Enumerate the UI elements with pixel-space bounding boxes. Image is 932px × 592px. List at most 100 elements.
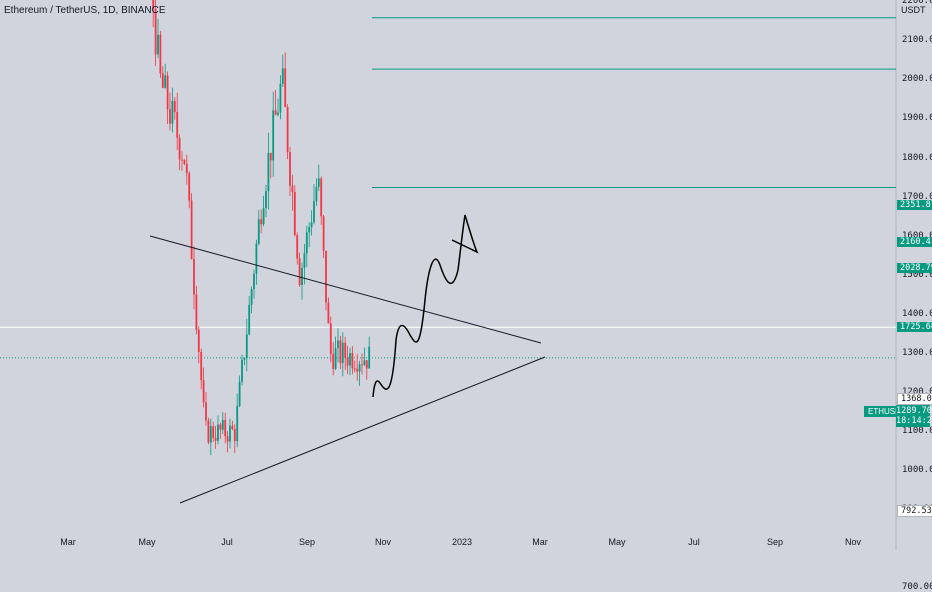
candle-body bbox=[173, 100, 176, 113]
price-axis-label: 1100.00 bbox=[902, 425, 932, 436]
lower-trendline bbox=[179, 356, 546, 504]
candle-body bbox=[269, 152, 272, 161]
candle-body bbox=[293, 191, 296, 236]
time-axis-label: May bbox=[138, 537, 156, 547]
candle-body bbox=[351, 353, 354, 369]
candle-body bbox=[226, 436, 229, 442]
candle-body bbox=[315, 186, 318, 202]
time-axis-label: Sep bbox=[766, 537, 784, 547]
price-axis-label: 1900.00 bbox=[902, 113, 932, 124]
price-axis-label: 1200.00 bbox=[902, 386, 932, 397]
candle-body bbox=[219, 424, 222, 430]
candle-body bbox=[365, 360, 368, 369]
candle-body bbox=[298, 258, 301, 286]
candle-body bbox=[317, 178, 320, 187]
chart-title[interactable]: Ethereum / TetherUS, 1D, BINANCE bbox=[4, 5, 166, 16]
candle-body bbox=[190, 200, 193, 259]
candle-body bbox=[322, 216, 325, 251]
candle-body bbox=[231, 425, 234, 430]
candle-body bbox=[284, 68, 287, 107]
candle-body bbox=[262, 208, 265, 225]
candle-body bbox=[229, 425, 231, 442]
candle-body bbox=[207, 420, 210, 443]
candle-body bbox=[205, 402, 207, 421]
candle-body bbox=[341, 342, 344, 364]
candle-body bbox=[236, 406, 239, 442]
candle-body bbox=[346, 357, 349, 366]
candle-body bbox=[245, 334, 248, 359]
candle-body bbox=[313, 201, 315, 223]
candle-body bbox=[337, 340, 339, 349]
time-axis-label: Nov bbox=[844, 537, 862, 547]
candle-body bbox=[171, 100, 174, 124]
candle-body bbox=[169, 109, 171, 124]
level-tag-1725: 1725.68 bbox=[897, 322, 932, 332]
current-price-tag: 1289.70 18:14:28 bbox=[896, 405, 932, 427]
candle-body bbox=[185, 163, 188, 174]
candle-body bbox=[344, 342, 347, 358]
candle-body bbox=[202, 380, 205, 403]
candle-body bbox=[279, 83, 282, 113]
candle-body bbox=[358, 364, 361, 372]
candle-body bbox=[320, 178, 323, 217]
candle-body bbox=[152, 0, 155, 9]
candle-body bbox=[329, 323, 332, 354]
currency-label: USDT bbox=[901, 5, 926, 15]
bar-countdown: 18:14:28 bbox=[896, 416, 932, 426]
candle-body bbox=[238, 381, 241, 407]
price-axis-label: 1000.00 bbox=[902, 465, 932, 475]
candle-body bbox=[296, 235, 299, 259]
candle-body bbox=[224, 420, 227, 437]
price-axis-label: 1700.00 bbox=[902, 191, 932, 202]
candle-body bbox=[243, 358, 246, 360]
time-axis-label: Jul bbox=[221, 537, 233, 547]
price-chart[interactable] bbox=[0, 0, 932, 550]
candle-body bbox=[260, 219, 263, 225]
candle-body bbox=[349, 353, 351, 366]
candle-body bbox=[305, 232, 308, 254]
candle-body bbox=[325, 250, 327, 303]
candle-body bbox=[217, 424, 219, 441]
candle-body bbox=[166, 75, 169, 110]
candle-body bbox=[159, 34, 162, 74]
current-price: 1289.70 bbox=[896, 406, 932, 416]
candle-body bbox=[289, 152, 291, 186]
price-axis-label: 2200.00 bbox=[902, 0, 932, 7]
candle-body bbox=[164, 75, 167, 88]
projected-path bbox=[372, 214, 479, 398]
candle-body bbox=[161, 73, 164, 88]
price-axis-label: 1300.00 bbox=[902, 347, 932, 358]
candle-body bbox=[353, 368, 356, 370]
candle-body bbox=[197, 329, 200, 352]
price-axis-label: 1500.00 bbox=[902, 269, 932, 280]
candle-body bbox=[250, 289, 253, 305]
candle-body bbox=[308, 227, 311, 233]
time-axis-label: Jul bbox=[688, 537, 700, 547]
candle-body bbox=[181, 159, 183, 161]
candle-body bbox=[154, 8, 157, 55]
candle-body bbox=[255, 243, 258, 274]
candle-body bbox=[253, 273, 255, 290]
candle-body bbox=[368, 346, 371, 369]
candle-body bbox=[221, 420, 224, 430]
time-axis-label: Sep bbox=[298, 537, 316, 547]
candle-body bbox=[277, 112, 279, 115]
candle-body bbox=[233, 429, 236, 442]
candle-body bbox=[363, 360, 366, 365]
candle-body bbox=[310, 222, 313, 228]
level-tag-2351: 2351.87 bbox=[897, 200, 932, 210]
candle-body bbox=[209, 426, 212, 443]
upper-trendline bbox=[149, 235, 542, 344]
marker-tag-low: 792.53 bbox=[897, 505, 932, 517]
candle-body bbox=[281, 68, 284, 84]
symbol-tag: ETHUSDT bbox=[864, 406, 910, 417]
price-axis-label: 700.00 bbox=[902, 582, 932, 592]
candle-body bbox=[157, 34, 159, 55]
price-axis-label: 1600.00 bbox=[902, 230, 932, 241]
candle-body bbox=[214, 437, 217, 441]
candle-body bbox=[356, 368, 359, 372]
candle-body bbox=[272, 110, 275, 161]
time-axis-label: Mar bbox=[532, 537, 548, 547]
price-axis-label: 2000.00 bbox=[902, 74, 932, 85]
